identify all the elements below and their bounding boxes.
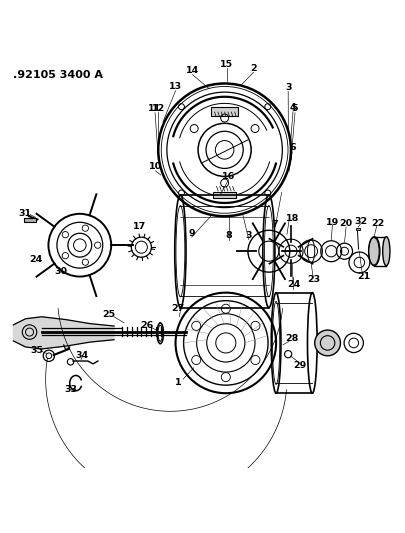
Circle shape [315,330,341,356]
Text: 14: 14 [186,66,199,75]
Bar [213,192,236,198]
Text: 32: 32 [355,216,368,225]
Text: 6: 6 [289,143,296,152]
Text: 23: 23 [307,275,320,284]
Text: 27: 27 [172,304,185,313]
Text: 7: 7 [272,220,278,229]
Text: 10: 10 [149,162,162,171]
Text: 24: 24 [29,255,42,264]
Text: 8: 8 [225,231,232,240]
Text: 22: 22 [372,219,385,228]
Ellipse shape [383,237,390,265]
Polygon shape [13,317,114,349]
Text: 19: 19 [326,218,339,227]
Text: 9: 9 [188,229,195,238]
Text: 18: 18 [286,214,300,223]
Text: 21: 21 [357,272,370,281]
Ellipse shape [369,237,380,265]
Text: 3: 3 [245,231,252,240]
Text: 24: 24 [287,280,301,289]
Text: 3: 3 [285,83,292,92]
Text: 16: 16 [222,172,235,181]
Text: 5: 5 [292,104,298,113]
Text: 17: 17 [133,222,146,231]
Text: 1: 1 [175,378,182,387]
Text: 11: 11 [148,104,162,113]
Text: 33: 33 [64,385,77,394]
Bar [211,107,238,116]
Text: 26: 26 [141,321,153,330]
Text: 13: 13 [169,82,182,91]
Text: 2: 2 [250,64,257,72]
Text: 29: 29 [293,360,307,369]
Text: 12: 12 [151,104,165,113]
Text: 4: 4 [290,103,296,112]
Bar [356,228,360,230]
Bar [23,218,36,222]
Text: 31: 31 [18,208,31,217]
Text: 28: 28 [285,334,298,343]
Text: 30: 30 [54,267,67,276]
Text: 34: 34 [75,351,88,360]
Text: 35: 35 [30,346,43,354]
Text: 25: 25 [102,310,116,319]
Text: 15: 15 [220,60,233,69]
Text: .92105 3400 A: .92105 3400 A [13,70,103,80]
Text: 20: 20 [339,220,353,228]
